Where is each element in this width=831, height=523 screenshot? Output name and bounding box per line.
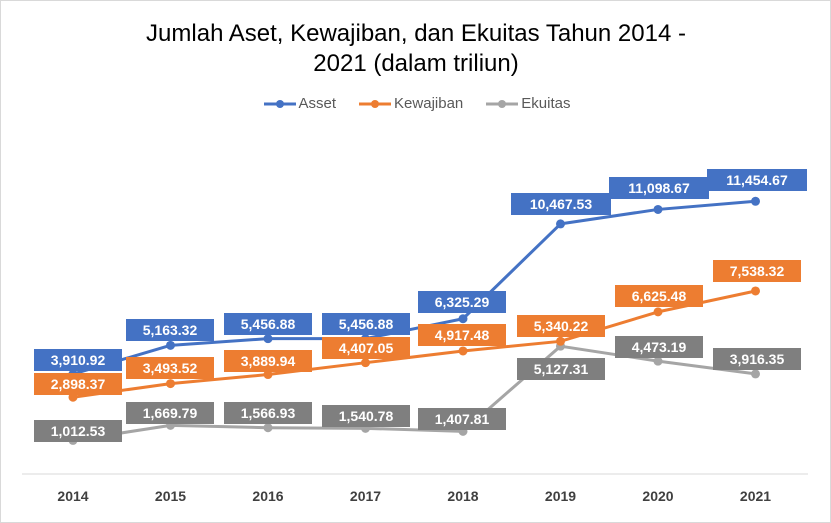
data-label-ekuitas: 1,012.53 <box>51 423 106 439</box>
data-label-box-ekuitas <box>34 420 122 442</box>
data-label-asset: 3,910.92 <box>51 352 106 368</box>
data-point-asset <box>458 314 468 324</box>
data-label-kewajiban: 3,889.94 <box>241 353 296 369</box>
data-label-box-kewajiban <box>126 357 214 379</box>
data-label-kewajiban: 4,407.05 <box>339 340 394 356</box>
data-label-box-ekuitas <box>322 405 410 427</box>
data-label-box-ekuitas <box>126 402 214 424</box>
legend-label-kewajiban: Kewajiban <box>394 95 464 112</box>
x-tick-label: 2014 <box>57 488 88 504</box>
data-label-ekuitas: 1,566.93 <box>241 405 296 421</box>
data-point-kewajiban <box>458 346 468 356</box>
data-label-box-kewajiban <box>615 285 703 307</box>
data-label-box-asset <box>609 177 709 199</box>
data-label-asset: 5,163.32 <box>143 322 198 338</box>
data-label-box-kewajiban <box>224 350 312 372</box>
data-point-kewajiban <box>751 286 760 296</box>
chart-legend: Asset Kewajiban Ekuitas <box>1 95 831 112</box>
data-point-asset <box>263 334 273 344</box>
data-point-kewajiban <box>653 307 663 317</box>
data-label-box-asset <box>322 313 410 335</box>
data-label-box-ekuitas <box>418 408 506 430</box>
series-line-asset <box>72 199 756 376</box>
data-point-ekuitas <box>263 423 273 433</box>
x-tick-label: 2018 <box>447 488 478 504</box>
legend-swatch-asset <box>263 99 296 108</box>
data-label-kewajiban: 5,340.22 <box>534 318 589 334</box>
data-label-asset: 6,325.29 <box>435 294 490 310</box>
data-label-box-asset <box>126 319 214 341</box>
x-tick-label: 2020 <box>642 488 673 504</box>
data-label-box-asset <box>224 313 312 335</box>
data-point-asset <box>556 219 565 229</box>
data-label-kewajiban: 2,898.37 <box>51 376 106 392</box>
data-label-asset: 10,467.53 <box>530 196 592 212</box>
data-label-kewajiban: 4,917.48 <box>435 327 490 343</box>
data-point-kewajiban <box>361 358 370 368</box>
data-label-box-asset <box>418 291 506 313</box>
data-label-ekuitas: 5,127.31 <box>534 361 589 377</box>
legend-label-ekuitas: Ekuitas <box>521 95 571 112</box>
data-label-box-asset <box>511 193 611 215</box>
data-label-box-asset <box>34 349 122 371</box>
data-label-kewajiban: 3,493.52 <box>143 360 198 376</box>
data-label-asset: 11,454.67 <box>726 172 788 188</box>
data-label-asset: 11,098.67 <box>628 180 690 196</box>
x-tick-label: 2019 <box>545 488 576 504</box>
data-label-box-kewajiban <box>418 324 506 346</box>
chart-title: Jumlah Aset, Kewajiban, dan Ekuitas Tahu… <box>91 19 741 79</box>
data-point-kewajiban <box>166 379 175 389</box>
data-label-ekuitas: 1,407.81 <box>435 411 490 427</box>
legend-item-kewajiban: Kewajiban <box>358 95 463 112</box>
data-label-asset: 5,456.88 <box>241 316 296 332</box>
data-label-ekuitas: 3,916.35 <box>730 351 785 367</box>
x-tick-label: 2015 <box>155 488 186 504</box>
data-label-box-asset <box>707 169 807 191</box>
legend-item-asset: Asset <box>263 95 337 112</box>
data-label-kewajiban: 7,538.32 <box>730 263 785 279</box>
data-label-box-ekuitas <box>224 402 312 424</box>
data-label-box-kewajiban <box>517 315 605 337</box>
data-point-asset <box>751 196 760 206</box>
x-tick-label: 2017 <box>350 488 381 504</box>
x-tick-label: 2021 <box>740 488 771 504</box>
legend-label-asset: Asset <box>298 95 337 112</box>
data-label-box-kewajiban <box>322 337 410 359</box>
legend-swatch-ekuitas <box>486 99 519 108</box>
data-label-kewajiban: 6,625.48 <box>632 288 687 304</box>
data-point-asset <box>166 340 175 350</box>
chart-title-line-1: Jumlah Aset, Kewajiban, dan Ekuitas Tahu… <box>146 20 686 47</box>
data-point-asset <box>653 204 663 214</box>
data-label-box-kewajiban <box>713 260 801 282</box>
data-label-asset: 5,456.88 <box>339 316 394 332</box>
data-point-ekuitas <box>653 356 663 366</box>
legend-item-ekuitas: Ekuitas <box>485 95 570 112</box>
data-point-kewajiban <box>556 336 565 346</box>
data-label-box-kewajiban <box>34 373 122 395</box>
series-line-kewajiban <box>72 289 756 399</box>
data-label-box-ekuitas <box>615 336 703 358</box>
data-label-ekuitas: 1,669.79 <box>143 405 198 421</box>
data-label-box-ekuitas <box>517 358 605 380</box>
x-tick-label: 2016 <box>252 488 283 504</box>
data-label-ekuitas: 1,540.78 <box>339 408 394 424</box>
legend-swatch-kewajiban <box>359 99 392 108</box>
data-label-box-ekuitas <box>713 348 801 370</box>
chart-title-line-2: 2021 (dalam triliun) <box>313 50 519 77</box>
data-point-ekuitas <box>751 369 760 379</box>
data-label-ekuitas: 4,473.19 <box>632 339 687 355</box>
data-point-kewajiban <box>263 370 273 380</box>
series-line-ekuitas <box>72 344 756 442</box>
